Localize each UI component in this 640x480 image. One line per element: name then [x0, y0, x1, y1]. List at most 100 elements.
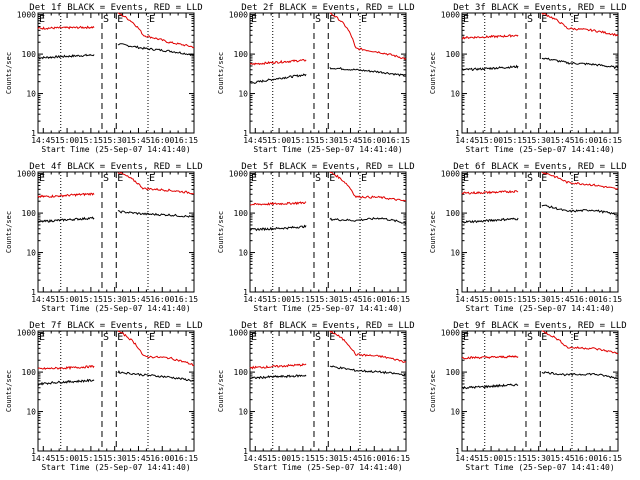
marker-label: E [541, 332, 547, 343]
series-line [37, 365, 95, 371]
chart-panel-5: Det 5f BLACK = Events, RED = LLD 1 10 100 10… [217, 162, 415, 313]
series-line [250, 73, 307, 84]
series-line [461, 34, 519, 40]
marker-label: E [117, 173, 123, 184]
chart-panel-3: Det 3f BLACK = Events, RED = LLD 1 10 100 10… [429, 3, 627, 154]
x-tick-label: 14:45 [31, 454, 55, 463]
x-tick-label: 16:00 [574, 454, 598, 463]
y-tick-label: 10 [450, 90, 460, 99]
marker-label: E [39, 173, 45, 184]
series-line [541, 371, 619, 380]
x-axis-label: Start Time (25-Sep-07 14:41:40) [253, 463, 402, 472]
y-axis-label: Counts/sec [429, 370, 437, 412]
y-tick-label: 10 [450, 249, 460, 258]
x-tick-label: 15:45 [126, 295, 150, 304]
x-tick-label: 15:45 [126, 454, 150, 463]
x-tick-label: 15:30 [315, 454, 339, 463]
chart-title: Det 6f BLACK = Events, RED = LLD [453, 162, 626, 172]
x-tick-label: 14:45 [243, 295, 267, 304]
chart-title: Det 8f BLACK = Events, RED = LLD [241, 321, 414, 331]
x-tick-label: 15:45 [550, 136, 574, 145]
marker-label: S [315, 332, 321, 343]
series-line [249, 374, 307, 380]
x-tick-label: 16:00 [150, 454, 174, 463]
x-tick-label: 14:45 [455, 454, 479, 463]
series-line [541, 204, 619, 217]
y-tick-label: 100 [446, 50, 461, 59]
y-axis-label: Counts/sec [217, 370, 225, 412]
chart-title: Det 1f BLACK = Events, RED = LLD [29, 3, 202, 13]
x-tick-label: 16:00 [362, 136, 386, 145]
y-tick-label: 100 [446, 368, 461, 377]
marker-label: S [527, 332, 533, 343]
x-tick-label: 15:30 [103, 295, 127, 304]
y-tick-label: 1 [455, 129, 460, 138]
marker-label: E [541, 173, 547, 184]
x-axis-label: Start Time (25-Sep-07 14:41:40) [253, 145, 402, 154]
x-tick-label: 16:00 [150, 295, 174, 304]
chart-panel-7: Det 7f BLACK = Events, RED = LLD 1 10 100 10… [5, 321, 203, 472]
chart-panel-6: Det 6f BLACK = Events, RED = LLD 1 10 100 10… [429, 162, 627, 313]
x-tick-label: 16:15 [598, 136, 622, 145]
x-tick-label: 15:45 [550, 454, 574, 463]
x-tick-label: 15:15 [503, 454, 527, 463]
chart-title: Det 2f BLACK = Events, RED = LLD [241, 3, 414, 13]
x-tick-label: 15:30 [315, 295, 339, 304]
x-tick-label: 15:15 [79, 295, 103, 304]
x-tick-label: 16:15 [174, 295, 198, 304]
y-tick-label: 1 [455, 288, 460, 297]
chart-title: Det 5f BLACK = Events, RED = LLD [241, 162, 414, 172]
y-tick-label: 100 [22, 50, 37, 59]
marker-label: E [573, 332, 579, 343]
series-line [329, 171, 407, 202]
x-tick-label: 14:45 [31, 295, 55, 304]
series-line [249, 224, 307, 232]
y-tick-label: 1000 [229, 329, 248, 338]
marker-label: E [39, 332, 45, 343]
y-tick-label: 10 [238, 90, 248, 99]
chart-panel-2: Det 2f BLACK = Events, RED = LLD 1 10 100 10… [217, 3, 415, 154]
x-tick-label: 15:45 [338, 136, 362, 145]
series-line [461, 64, 519, 72]
y-tick-label: 100 [234, 368, 249, 377]
x-tick-label: 15:00 [479, 136, 503, 145]
series-line [117, 370, 195, 382]
x-tick-label: 14:45 [455, 136, 479, 145]
marker-label: E [251, 14, 257, 25]
series-line [117, 171, 194, 195]
series-line [249, 58, 307, 66]
y-tick-label: 10 [26, 249, 36, 258]
marker-label: E [149, 332, 155, 343]
y-tick-label: 1000 [17, 170, 36, 179]
x-tick-label: 15:45 [550, 295, 574, 304]
x-tick-label: 15:00 [479, 454, 503, 463]
marker-label: E [39, 14, 45, 25]
marker-label: S [315, 173, 321, 184]
series-line [461, 217, 519, 224]
series-line [329, 66, 406, 77]
series-line [541, 171, 618, 190]
series-line [329, 12, 407, 60]
y-axis-label: Counts/sec [5, 370, 13, 412]
x-tick-label: 15:00 [55, 454, 79, 463]
y-tick-label: 10 [238, 249, 248, 258]
series-line [117, 210, 195, 218]
marker-label: E [361, 332, 367, 343]
marker-label: E [251, 332, 257, 343]
chart-title: Det 9f BLACK = Events, RED = LLD [453, 321, 626, 331]
x-axis-label: Start Time (25-Sep-07 14:41:40) [41, 304, 190, 313]
x-tick-label: 16:15 [174, 454, 198, 463]
series-line [329, 330, 407, 363]
chart-title: Det 4f BLACK = Events, RED = LLD [29, 162, 202, 172]
x-tick-label: 16:00 [574, 136, 598, 145]
x-axis-label: Start Time (25-Sep-07 14:41:40) [465, 304, 614, 313]
marker-label: E [361, 173, 367, 184]
chart-panel-9: Det 9f BLACK = Events, RED = LLD 1 10 100 10… [429, 321, 627, 472]
marker-label: E [573, 14, 579, 25]
y-axis-label: Counts/sec [429, 52, 437, 94]
marker-label: E [463, 332, 469, 343]
x-tick-label: 15:15 [79, 454, 103, 463]
x-tick-label: 16:00 [150, 136, 174, 145]
y-axis-label: Counts/sec [429, 211, 437, 253]
series-line [541, 330, 619, 355]
